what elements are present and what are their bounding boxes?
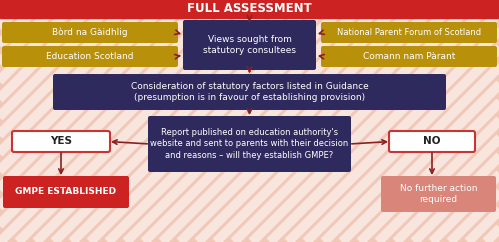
- FancyBboxPatch shape: [2, 46, 178, 67]
- FancyBboxPatch shape: [2, 22, 178, 43]
- FancyBboxPatch shape: [3, 176, 129, 208]
- Text: Consideration of statutory factors listed in Guidance
(presumption is in favour : Consideration of statutory factors liste…: [131, 82, 368, 102]
- Text: Comann nam Pàrant: Comann nam Pàrant: [363, 52, 455, 61]
- FancyBboxPatch shape: [321, 46, 497, 67]
- Text: Report published on education authority's
website and sent to parents with their: Report published on education authority'…: [150, 129, 349, 160]
- FancyBboxPatch shape: [381, 176, 496, 212]
- Text: YES: YES: [50, 136, 72, 146]
- Text: Education Scotland: Education Scotland: [46, 52, 134, 61]
- Text: Views sought from
statutory consultees: Views sought from statutory consultees: [203, 35, 296, 55]
- FancyBboxPatch shape: [148, 116, 351, 172]
- FancyBboxPatch shape: [321, 22, 497, 43]
- FancyBboxPatch shape: [389, 131, 475, 152]
- FancyBboxPatch shape: [183, 20, 316, 70]
- Text: National Parent Forum of Scotland: National Parent Forum of Scotland: [337, 28, 481, 37]
- Bar: [0, 0, 499, 18]
- Text: Bòrd na Gàidhlig: Bòrd na Gàidhlig: [52, 28, 128, 37]
- FancyBboxPatch shape: [53, 74, 446, 110]
- FancyBboxPatch shape: [12, 131, 110, 152]
- Text: No further action
required: No further action required: [400, 184, 477, 204]
- Text: GMPE ESTABLISHED: GMPE ESTABLISHED: [15, 188, 117, 197]
- Text: FULL ASSESSMENT: FULL ASSESSMENT: [187, 2, 312, 15]
- Text: NO: NO: [423, 136, 441, 146]
